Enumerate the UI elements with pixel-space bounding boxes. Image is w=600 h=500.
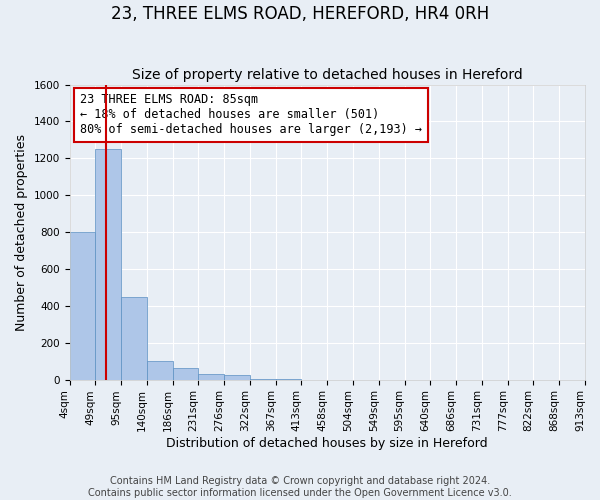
- Bar: [95, 149, 121, 380]
- X-axis label: Distribution of detached houses by size in Hereford: Distribution of detached houses by size …: [166, 437, 488, 450]
- Text: Contains HM Land Registry data © Crown copyright and database right 2024.
Contai: Contains HM Land Registry data © Crown c…: [88, 476, 512, 498]
- Title: Size of property relative to detached houses in Hereford: Size of property relative to detached ho…: [132, 68, 523, 82]
- Bar: [173, 368, 199, 380]
- Bar: [224, 375, 250, 380]
- Text: 23, THREE ELMS ROAD, HEREFORD, HR4 0RH: 23, THREE ELMS ROAD, HEREFORD, HR4 0RH: [111, 5, 489, 23]
- Bar: [121, 296, 147, 380]
- Y-axis label: Number of detached properties: Number of detached properties: [15, 134, 28, 330]
- Text: 23 THREE ELMS ROAD: 85sqm
← 18% of detached houses are smaller (501)
80% of semi: 23 THREE ELMS ROAD: 85sqm ← 18% of detac…: [80, 94, 422, 136]
- Bar: [250, 378, 276, 380]
- Bar: [147, 361, 173, 380]
- Bar: [70, 232, 95, 380]
- Bar: [199, 374, 224, 380]
- Bar: [276, 379, 301, 380]
